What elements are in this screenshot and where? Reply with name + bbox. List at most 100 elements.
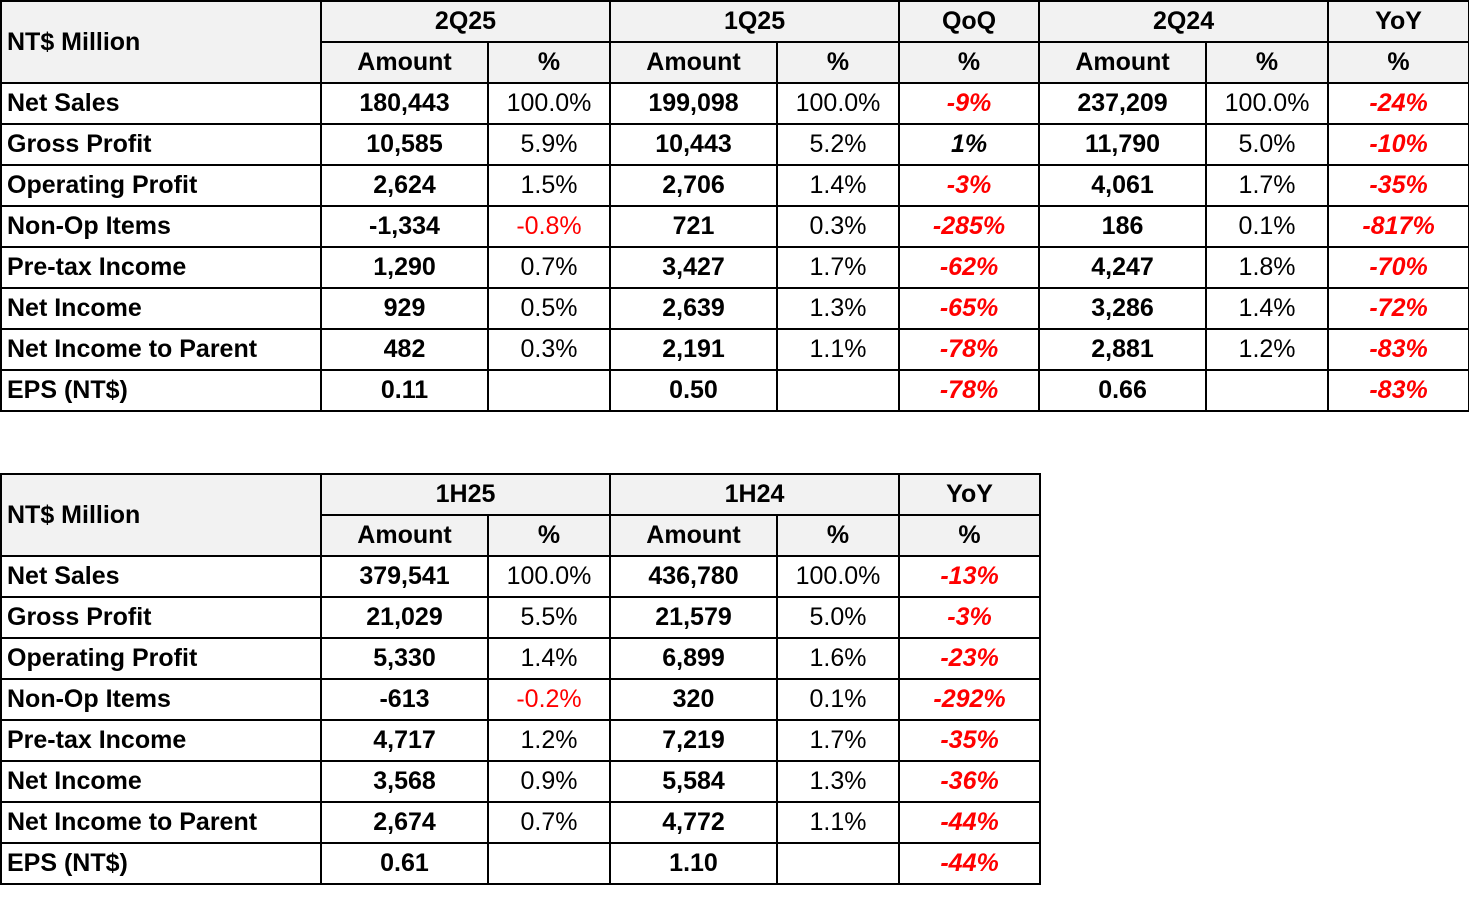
amount-cell: 3,286 bbox=[1038, 287, 1208, 330]
percent-cell: 5.0% bbox=[776, 596, 901, 639]
subheader-percent: % bbox=[776, 514, 901, 557]
table-row: Pre-tax Income 4,717 1.2% 7,219 1.7% -35% bbox=[0, 719, 1042, 762]
amount-cell: 436,780 bbox=[609, 555, 779, 598]
percent-cell bbox=[776, 842, 901, 885]
qoq-change-cell: -285% bbox=[898, 205, 1041, 248]
percent-cell: 1.4% bbox=[776, 164, 901, 207]
table-row: Gross Profit 21,029 5.5% 21,579 5.0% -3% bbox=[0, 596, 1042, 639]
percent-cell: 5.2% bbox=[776, 123, 901, 166]
qoq-change-cell: 1% bbox=[898, 123, 1041, 166]
row-label: EPS (NT$) bbox=[0, 842, 322, 885]
percent-cell: 100.0% bbox=[1205, 82, 1330, 125]
amount-cell: 21,029 bbox=[320, 596, 489, 639]
row-label: Net Income to Parent bbox=[0, 328, 322, 371]
percent-cell bbox=[486, 369, 612, 412]
table-row: Non-Op Items -613 -0.2% 320 0.1% -292% bbox=[0, 678, 1042, 721]
yoy-change-cell: -44% bbox=[898, 842, 1042, 885]
row-label: Gross Profit bbox=[0, 123, 322, 166]
table-row: Net Income 3,568 0.9% 5,584 1.3% -36% bbox=[0, 760, 1042, 803]
qoq-change-cell: -78% bbox=[898, 328, 1041, 371]
row-label: Operating Profit bbox=[0, 164, 322, 207]
amount-cell: 2,639 bbox=[609, 287, 779, 330]
subheader-amount: Amount bbox=[320, 41, 489, 84]
percent-cell: 100.0% bbox=[776, 555, 901, 598]
amount-cell: 186 bbox=[1038, 205, 1208, 248]
percent-cell: 100.0% bbox=[486, 555, 612, 598]
table-row: Net Sales 180,443 100.0% 199,098 100.0% -9% 23… bbox=[0, 82, 1469, 125]
percent-cell bbox=[776, 369, 901, 412]
yoy-change-cell: -23% bbox=[898, 637, 1042, 680]
percent-cell bbox=[1205, 369, 1330, 412]
amount-cell: 320 bbox=[609, 678, 779, 721]
amount-cell: 10,585 bbox=[320, 123, 489, 166]
percent-cell: 1.7% bbox=[776, 246, 901, 289]
percent-cell: 1.4% bbox=[1205, 287, 1330, 330]
percent-cell: 5.9% bbox=[486, 123, 612, 166]
period-header-yoy: YoY bbox=[1327, 0, 1469, 43]
subheader-percent: % bbox=[1205, 41, 1330, 84]
amount-cell: 0.50 bbox=[609, 369, 779, 412]
qoq-change-cell: -9% bbox=[898, 82, 1041, 125]
amount-cell: 721 bbox=[609, 205, 779, 248]
table-row: Gross Profit 10,585 5.9% 10,443 5.2% 1% 11,790… bbox=[0, 123, 1469, 166]
yoy-change-cell: -817% bbox=[1327, 205, 1469, 248]
amount-cell: 4,247 bbox=[1038, 246, 1208, 289]
amount-cell: 21,579 bbox=[609, 596, 779, 639]
table-row: Operating Profit 5,330 1.4% 6,899 1.6% -23% bbox=[0, 637, 1042, 680]
table-row: Non-Op Items -1,334 -0.8% 721 0.3% -285% 186 0.… bbox=[0, 205, 1469, 248]
period-header-2q25: 2Q25 bbox=[319, 0, 612, 43]
yoy-change-cell: -72% bbox=[1327, 287, 1469, 330]
amount-cell: 2,674 bbox=[320, 801, 489, 844]
amount-cell: 2,706 bbox=[609, 164, 779, 207]
amount-cell: -1,334 bbox=[320, 205, 489, 248]
amount-cell: -613 bbox=[320, 678, 489, 721]
subheader-amount: Amount bbox=[1038, 41, 1208, 84]
percent-cell: 1.8% bbox=[1205, 246, 1330, 289]
amount-cell: 199,098 bbox=[609, 82, 779, 125]
halfyear-income-table: NT$ Million 1H25 1H24 YoY Amount % Amoun… bbox=[0, 473, 1042, 885]
yoy-change-cell: -70% bbox=[1327, 246, 1469, 289]
amount-cell: 0.61 bbox=[320, 842, 489, 885]
percent-cell: 5.5% bbox=[486, 596, 612, 639]
period-header-1q25: 1Q25 bbox=[609, 0, 901, 43]
amount-cell: 3,427 bbox=[609, 246, 779, 289]
percent-cell: 0.9% bbox=[486, 760, 612, 803]
yoy-change-cell: -292% bbox=[898, 678, 1042, 721]
amount-cell: 482 bbox=[320, 328, 489, 371]
subheader-percent: % bbox=[1327, 41, 1469, 84]
percent-cell: 0.1% bbox=[776, 678, 901, 721]
yoy-change-cell: -44% bbox=[898, 801, 1042, 844]
amount-cell: 10,443 bbox=[609, 123, 779, 166]
row-label: Net Sales bbox=[0, 82, 322, 125]
table-row: Net Income to Parent 482 0.3% 2,191 1.1% -78%… bbox=[0, 328, 1469, 371]
subheader-percent: % bbox=[898, 41, 1041, 84]
yoy-change-cell: -83% bbox=[1327, 328, 1469, 371]
amount-cell: 2,624 bbox=[320, 164, 489, 207]
percent-cell: 1.3% bbox=[776, 287, 901, 330]
table-row: Net Sales 379,541 100.0% 436,780 100.0% -13% bbox=[0, 555, 1042, 598]
amount-cell: 6,899 bbox=[609, 637, 779, 680]
amount-cell: 379,541 bbox=[320, 555, 489, 598]
quarterly-table-body: Net Sales 180,443 100.0% 199,098 100.0% -9% 23… bbox=[0, 82, 1469, 412]
yoy-change-cell: -36% bbox=[898, 760, 1042, 803]
row-label: Non-Op Items bbox=[0, 205, 322, 248]
amount-cell: 11,790 bbox=[1038, 123, 1208, 166]
row-label: Net Income bbox=[0, 760, 322, 803]
percent-cell: 1.2% bbox=[1205, 328, 1330, 371]
table-row: Operating Profit 2,624 1.5% 2,706 1.4% -3% 4,0… bbox=[0, 164, 1469, 207]
amount-cell: 180,443 bbox=[320, 82, 489, 125]
yoy-change-cell: -35% bbox=[898, 719, 1042, 762]
amount-cell: 5,584 bbox=[609, 760, 779, 803]
qoq-change-cell: -65% bbox=[898, 287, 1041, 330]
row-label: Net Sales bbox=[0, 555, 322, 598]
amount-cell: 1.10 bbox=[609, 842, 779, 885]
percent-cell: 1.7% bbox=[1205, 164, 1330, 207]
period-header-yoy: YoY bbox=[898, 473, 1042, 516]
amount-cell: 237,209 bbox=[1038, 82, 1208, 125]
percent-cell: 1.4% bbox=[486, 637, 612, 680]
yoy-change-cell: -10% bbox=[1327, 123, 1469, 166]
percent-cell: 1.6% bbox=[776, 637, 901, 680]
period-header-qoq: QoQ bbox=[898, 0, 1041, 43]
amount-cell: 3,568 bbox=[320, 760, 489, 803]
quarterly-income-table: NT$ Million 2Q25 1Q25 QoQ 2Q24 YoY Amoun… bbox=[0, 0, 1469, 412]
